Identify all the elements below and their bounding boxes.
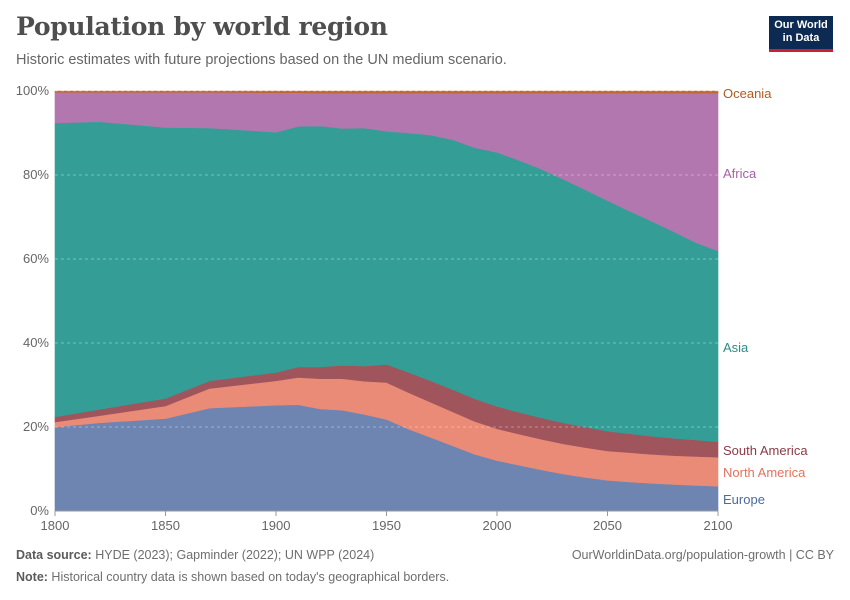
note-text: Historical country data is shown based o… [47,570,450,584]
x-tick-label: 1900 [262,518,291,533]
x-tick-label: 1950 [372,518,401,533]
chart-title: Population by world region [16,12,388,41]
x-tick-label: 2050 [593,518,622,533]
data-source: Data source: HYDE (2023); Gapminder (202… [16,548,374,562]
x-tick-label: 2000 [483,518,512,533]
legend-label-oceania: Oceania [723,86,772,101]
y-tick-label: 40% [23,335,49,350]
note-label: Note: [16,570,48,584]
x-tick-label: 2100 [704,518,733,533]
source-label: Data source: [16,548,92,562]
x-tick-label: 1800 [41,518,70,533]
y-tick-label: 80% [23,167,49,182]
legend-label-europe: Europe [723,492,765,507]
y-tick-label: 100% [16,83,50,98]
owid-logo[interactable]: Our World in Data [769,16,833,52]
legend-label-asia: Asia [723,340,749,355]
y-tick-label: 60% [23,251,49,266]
legend-label-north-america: North America [723,465,806,480]
x-tick-label: 1850 [151,518,180,533]
area-oceania [54,90,719,94]
y-tick-label: 0% [30,503,49,518]
source-text: HYDE (2023); Gapminder (2022); UN WPP (2… [91,548,375,562]
logo-line1: Our World [774,19,828,31]
attribution-link[interactable]: OurWorldinData.org/population-growth | C… [571,548,834,562]
logo-line2: in Data [782,32,820,44]
legend-label-africa: Africa [723,166,757,181]
y-tick-label: 20% [23,419,49,434]
chart-subtitle: Historic estimates with future projectio… [16,52,507,68]
legend-label-south-america: South America [723,443,808,458]
chart-note: Note: Historical country data is shown b… [16,570,449,584]
